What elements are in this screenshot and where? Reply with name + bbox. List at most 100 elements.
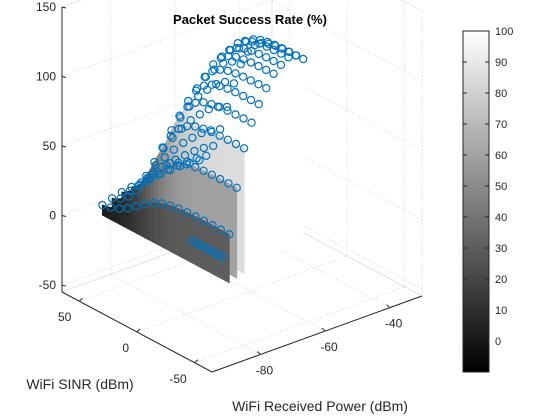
z-tick-label: 100 (36, 70, 56, 84)
data-marker (246, 95, 256, 105)
data-marker (225, 229, 234, 239)
data-marker (190, 162, 200, 172)
data-marker (231, 139, 241, 149)
y-tick-label: -40 (385, 317, 403, 331)
data-marker (148, 198, 158, 208)
colorbar-tick-label: 40 (495, 212, 507, 224)
data-marker (255, 39, 264, 48)
data-marker (262, 83, 271, 93)
grid-x (136, 0, 348, 333)
data-marker (231, 87, 240, 97)
data-marker (277, 49, 286, 58)
x-tick-mark (194, 359, 199, 364)
x-axis-label: WiFi SINR (dBm) (26, 376, 133, 392)
data-marker (204, 104, 213, 114)
data-marker (236, 59, 245, 69)
z-tick-label: 150 (36, 0, 56, 14)
surface-patch (295, 54, 301, 235)
data-marker (174, 124, 183, 134)
data-marker (207, 80, 216, 89)
data-marker (182, 122, 192, 131)
data-marker (269, 69, 278, 79)
y-tick-label: -60 (320, 340, 338, 354)
y-axis-label: WiFi Received Power (dBm) (232, 398, 408, 414)
grid-x (79, 0, 290, 302)
surface-patch (239, 145, 245, 274)
data-marker (107, 194, 117, 203)
colorbar-tick-label: 0 (495, 336, 501, 348)
data-marker (140, 199, 149, 209)
data-marker (261, 65, 271, 75)
data-marker (191, 212, 200, 221)
data-marker (197, 128, 206, 138)
data-marker (210, 65, 219, 74)
data-marker (239, 55, 248, 64)
surface-patch (165, 203, 171, 252)
data-marker (216, 53, 225, 63)
colorbar-tick-label: 50 (495, 181, 507, 193)
data-marker (132, 186, 142, 196)
data-marker (238, 72, 248, 81)
data-marker (199, 216, 209, 225)
data-marker (116, 194, 125, 203)
surface-patch (173, 206, 179, 257)
data-marker (284, 53, 293, 62)
surface-patch (169, 205, 175, 255)
surface-patch (276, 62, 282, 251)
data-marker (239, 144, 249, 153)
data-marker (223, 84, 232, 94)
data-marker (238, 91, 248, 101)
z-tick-label: 50 (43, 139, 57, 153)
surface-patch (140, 203, 146, 239)
data-marker (269, 56, 278, 66)
data-marker (158, 143, 167, 152)
data-marker (177, 124, 186, 133)
data-marker (232, 43, 241, 53)
colorbar-tick-label: 20 (495, 274, 507, 286)
data-marker (254, 61, 263, 71)
data-marker (299, 54, 308, 64)
data-marker (157, 162, 167, 171)
x-tick-mark (78, 297, 83, 302)
z-tick-mark (61, 145, 67, 148)
data-marker (191, 86, 201, 95)
data-marker (215, 174, 225, 184)
surface-patch (182, 209, 188, 261)
data-marker (201, 151, 211, 160)
data-marker (160, 152, 169, 162)
data-marker (270, 40, 279, 50)
data-marker (180, 150, 190, 160)
data-marker (165, 201, 175, 210)
z-tick-label: -50 (39, 278, 57, 292)
data-marker (233, 39, 242, 48)
data-marker (192, 154, 201, 163)
data-marker (190, 146, 199, 156)
surface-patch (161, 203, 167, 250)
colorbar: 0 10 20 30 40 50 60 70 80 90 100 (462, 26, 513, 373)
data-marker (215, 81, 224, 91)
data-marker (174, 204, 183, 213)
surface-patch (291, 52, 297, 241)
data-marker (200, 72, 209, 82)
data-marker (216, 225, 225, 234)
data-marker (246, 76, 255, 85)
data-marker (247, 46, 256, 56)
grid-y (174, 0, 326, 332)
data-marker (115, 204, 124, 213)
grid-z (61, 69, 423, 151)
data-marker (146, 173, 155, 183)
y-tick-mark (257, 351, 261, 355)
data-marker (178, 138, 188, 148)
surface-patch (247, 119, 252, 270)
y-tick-label: -80 (256, 363, 274, 377)
z-tick-mark (61, 284, 67, 287)
data-marker (195, 155, 204, 165)
data-marker (231, 69, 240, 78)
data-marker (149, 169, 158, 178)
data-marker (207, 99, 216, 109)
x-tick-label: -50 (169, 372, 187, 386)
data-marker (246, 58, 256, 67)
data-marker (199, 166, 208, 175)
data-marker (254, 79, 263, 89)
